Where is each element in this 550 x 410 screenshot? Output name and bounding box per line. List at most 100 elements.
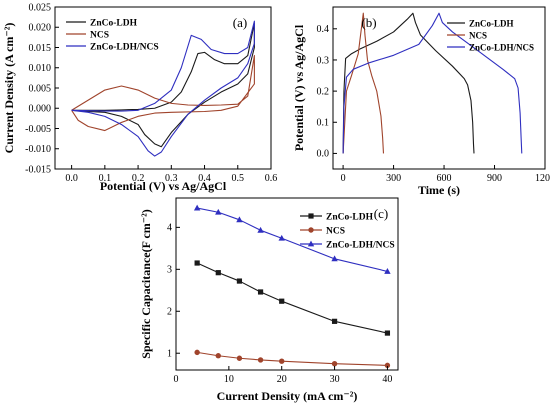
panel-a-label: (a) [233,15,247,30]
panel-b-y-axis-label: Potential (V) vs Ag/AgCl [292,24,306,151]
panel-b-y-tick-label-2: 0.2 [317,86,330,97]
panel-b-plot-frame [332,6,546,170]
panel-a-x-ticks: 0.0 0.1 0.2 0.3 0.4 0.5 0.6 [65,165,277,184]
panel-a-plot-lines [71,20,255,157]
panel-b-x-tick-label-4: 1200 [535,173,550,184]
panel-c-series-1-point-1 [215,353,221,359]
panel-c-legend-marker-1 [308,227,314,233]
panel-a-y-tick-label-4: 0.005 [29,83,52,94]
panel-c-y-tick-label-1: 2 [167,307,172,318]
panel-a-x-tick-label-5: 0.5 [232,173,245,184]
panel-c-series-2-point-5 [331,255,338,262]
panel-b-legend-label-1: NCS [469,30,487,40]
panel-c-series-0-point-6 [384,330,391,336]
panel-c-plot-lines [193,204,391,369]
panel-b-x-ticks: 0 300 600 900 1200 [341,165,550,184]
panel-a-y-tick-label-6: -0.005 [25,124,51,135]
panel-a-y-tick-label-0: 0.025 [29,2,52,13]
panel-b-plot-lines [342,12,523,154]
panel-a-x-axis-label: Potential (V) vs Ag/AgCl [100,179,227,193]
panel-c-series-line-1 [197,351,388,366]
panel-b-legend: ZnCo-LDH NCS ZnCo-LDH/NCS [447,18,534,52]
panel-b-x-tick-label-2: 600 [437,173,452,184]
panel-c-series-2-point-6 [384,268,391,274]
panel-c-series-2-point-0 [193,204,201,211]
panel-c-label: (c) [374,206,388,221]
panel-c-x-tick-label-2: 20 [277,374,287,385]
panel-c-series-1-point-5 [331,361,338,367]
panel-b-y-ticks: 0.0 0.1 0.2 0.3 0.4 [317,24,337,160]
panel-c-series-2-point-2 [236,216,243,223]
panel-c-series-1-point-3 [257,357,264,363]
panel-c-series-2-point-1 [215,208,222,215]
panel-a-y-tick-label-1: 0.020 [29,23,52,34]
panel-b-y-tick-label-3: 0.3 [317,55,330,66]
panel-a-y-tick-label-5: 0.000 [29,104,52,115]
panel-a-x-tick-label-4: 0.4 [198,173,211,184]
panel-c-x-tick-label-3: 30 [330,374,340,385]
panel-c-x-tick-label-4: 40 [382,374,392,385]
panel-c-y-tick-label-3: 4 [167,223,172,234]
panel-c-series-1-point-0 [194,349,200,356]
panel-a-x-tick-label-1: 0.1 [99,173,112,184]
panel-c-series-2-point-4 [278,234,285,241]
panel-c-series-0-point-4 [279,298,285,304]
panel-c-x-tick-label-1: 10 [224,374,234,385]
panel-b-legend-label-0: ZnCo-LDH [469,18,514,28]
panel-c-series-1-point-2 [236,355,243,361]
panel-c-y-axis-label: Specific Capacitance(F cm⁻²) [139,209,153,358]
panel-c-legend-marker-2 [307,240,315,247]
panel-b-label: (b) [361,15,376,30]
panel-c-series-0-point-2 [236,278,243,284]
panel-a-cv-chart: 0.025 0.020 0.015 0.010 0.005 0.000 -0.005 -0.0… [2,2,277,193]
panel-a-y-ticks: 0.025 0.020 0.015 0.010 0.005 0.000 -0.005 -0.0… [25,2,59,175]
panel-c-legend-label-0: ZnCo-LDH [326,212,374,222]
panel-a-legend-label-2: ZnCo-LDH/NCS [90,42,159,52]
panel-a-y-axis-label: Current Density (A cm⁻²) [2,23,16,154]
panel-c-legend-label-1: NCS [326,226,345,236]
panel-c-series-line-0 [196,262,388,334]
panel-a-x-tick-label-2: 0.2 [132,173,145,184]
panel-c-plot-frame [175,197,399,371]
panel-c-legend-label-2: ZnCo-LDH/NCS [326,240,395,250]
panel-b-series-line-1 [342,12,385,154]
panel-b-x-tick-label-0: 0 [341,173,346,184]
panel-c-y-tick-label-0: 1 [167,349,172,360]
panel-c-x-axis-label: Current Density (mA cm⁻²) [217,389,358,403]
panel-c-legend-marker-0 [308,213,314,219]
panel-a-y-tick-label-2: 0.015 [29,43,52,54]
panel-c-capacitance-chart: 1 2 3 4 0 10 20 30 40 (c) ZnCo-LDH NCS ZnCo-LDH/N… [139,197,399,403]
panel-c-series-2-point-3 [257,226,264,233]
panel-c-series-0-point-5 [331,318,338,324]
panel-a-x-tick-label-3: 0.3 [165,173,178,184]
panel-c-x-tick-label-0: 0 [174,374,179,385]
panel-c-series-1-point-6 [384,362,391,369]
panel-c-legend: ZnCo-LDH NCS ZnCo-LDH/NCS [300,212,395,250]
panel-a-x-tick-label-6: 0.6 [265,173,278,184]
panel-b-x-tick-label-1: 300 [386,173,401,184]
panel-c-y-tick-label-2: 3 [167,265,172,276]
panel-a-legend-label-0: ZnCo-LDH [90,18,138,28]
panel-b-series-line-0 [342,12,475,154]
panel-b-x-tick-label-3: 900 [487,173,502,184]
panel-b-legend-label-2: ZnCo-LDH/NCS [469,42,534,52]
panel-a-legend-label-1: NCS [90,30,109,40]
panel-b-y-tick-label-0: 0.0 [317,149,330,160]
panel-c-series-0-point-0 [194,260,200,266]
panel-b-x-axis-label: Time (s) [418,183,460,197]
panel-c-y-ticks: 1 2 3 4 [167,223,180,360]
panel-b-y-tick-label-4: 0.4 [317,24,330,35]
panel-a-legend: ZnCo-LDH NCS ZnCo-LDH/NCS [66,18,159,52]
panel-c-series-0-point-1 [215,270,221,276]
panel-c-series-0-point-3 [257,289,264,295]
panel-b-gcd-chart: 0.0 0.1 0.2 0.3 0.4 0 300 600 900 1200 (b) ZnCo-… [292,6,550,197]
panel-a-y-tick-label-7: -0.010 [25,144,51,155]
panel-a-series-line-1 [71,55,255,132]
panel-c-series-1-point-4 [279,358,285,364]
panel-b-y-tick-label-1: 0.1 [317,118,330,129]
panel-c-x-ticks: 0 10 20 30 40 [174,366,392,385]
panel-a-y-tick-label-3: 0.010 [29,63,52,74]
panel-a-y-tick-label-8: -0.015 [25,164,51,175]
panel-a-series-line-2 [71,20,255,157]
